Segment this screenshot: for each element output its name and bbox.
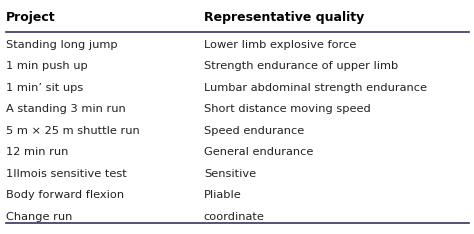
Text: General endurance: General endurance <box>204 147 313 157</box>
Text: Sensitive: Sensitive <box>204 169 256 179</box>
Text: 5 m × 25 m shuttle run: 5 m × 25 m shuttle run <box>6 126 139 136</box>
Text: Speed endurance: Speed endurance <box>204 126 304 136</box>
Text: Change run: Change run <box>6 212 72 222</box>
Text: Pliable: Pliable <box>204 190 242 201</box>
Text: Short distance moving speed: Short distance moving speed <box>204 104 371 114</box>
Text: Strength endurance of upper limb: Strength endurance of upper limb <box>204 61 398 71</box>
Text: Project: Project <box>6 11 55 24</box>
Text: 1 min push up: 1 min push up <box>6 61 87 71</box>
Text: Standing long jump: Standing long jump <box>6 40 117 50</box>
Text: 1llmois sensitive test: 1llmois sensitive test <box>6 169 127 179</box>
Text: Lumbar abdominal strength endurance: Lumbar abdominal strength endurance <box>204 83 427 93</box>
Text: A standing 3 min run: A standing 3 min run <box>6 104 126 114</box>
Text: coordinate: coordinate <box>204 212 264 222</box>
Text: Lower limb explosive force: Lower limb explosive force <box>204 40 356 50</box>
Text: 1 min’ sit ups: 1 min’ sit ups <box>6 83 83 93</box>
Text: Body forward flexion: Body forward flexion <box>6 190 124 201</box>
Text: 12 min run: 12 min run <box>6 147 68 157</box>
Text: Representative quality: Representative quality <box>204 11 364 24</box>
